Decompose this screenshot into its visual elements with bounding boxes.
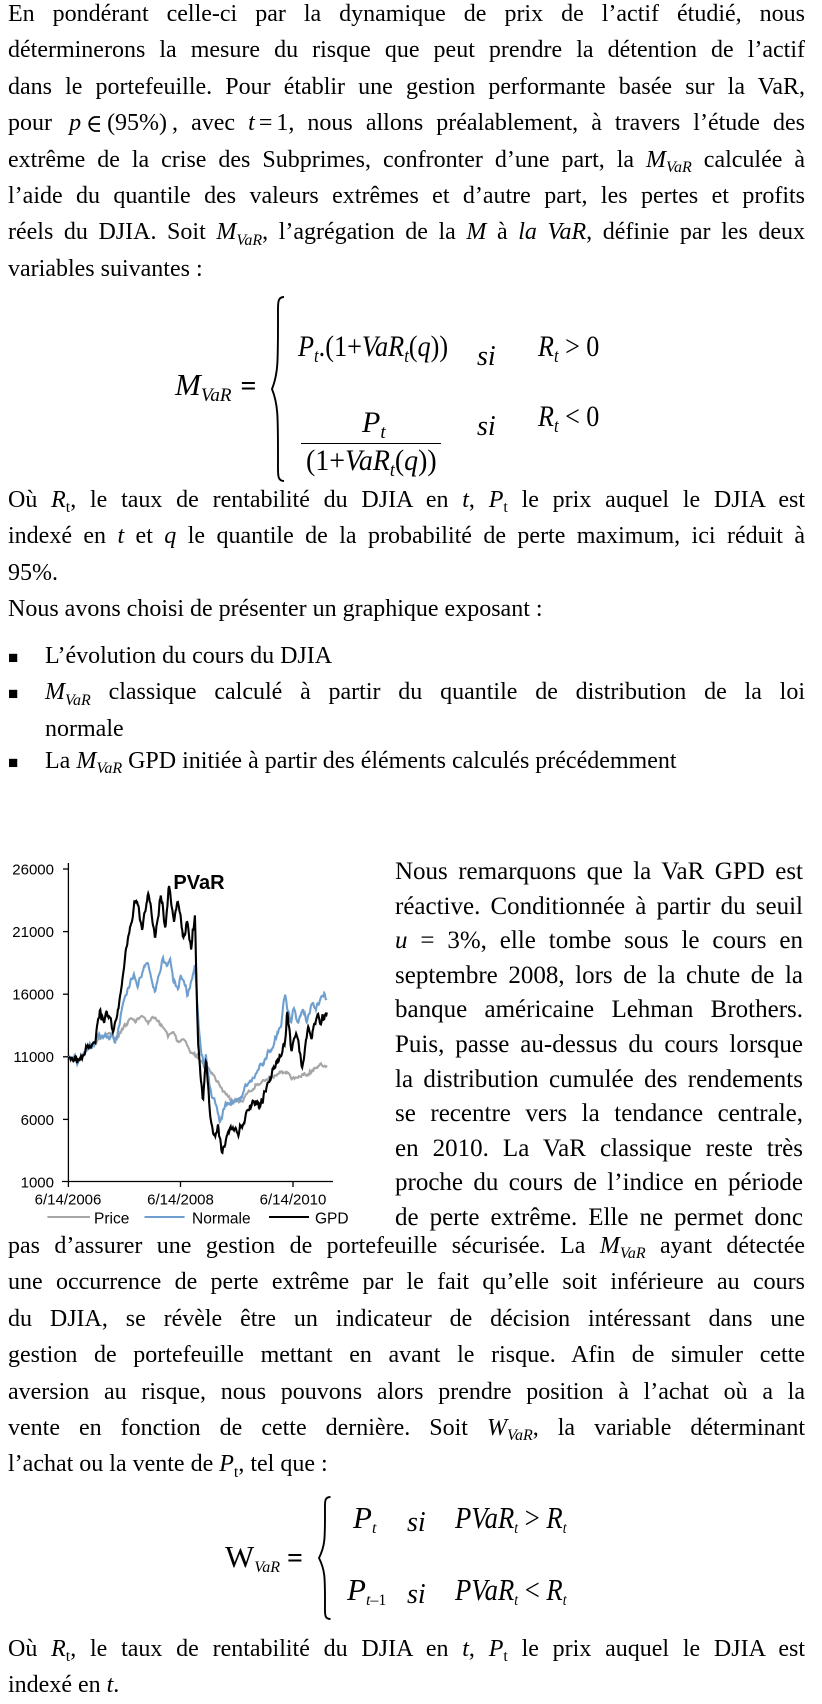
svg-text:16000: 16000 xyxy=(12,987,54,1004)
svg-text:Normale: Normale xyxy=(192,1211,251,1228)
svg-text:GPD: GPD xyxy=(315,1211,349,1228)
svg-text:6/14/2010: 6/14/2010 xyxy=(260,1192,327,1209)
svg-text:6/14/2006: 6/14/2006 xyxy=(35,1192,102,1209)
svg-text:1000: 1000 xyxy=(21,1174,54,1191)
svg-text:PVaR: PVaR xyxy=(173,872,225,894)
svg-text:Price: Price xyxy=(94,1211,129,1228)
svg-text:6000: 6000 xyxy=(21,1112,54,1129)
svg-text:6/14/2008: 6/14/2008 xyxy=(147,1192,214,1209)
svg-text:11000: 11000 xyxy=(13,1049,54,1066)
svg-text:26000: 26000 xyxy=(12,861,54,878)
svg-text:21000: 21000 xyxy=(12,924,54,941)
